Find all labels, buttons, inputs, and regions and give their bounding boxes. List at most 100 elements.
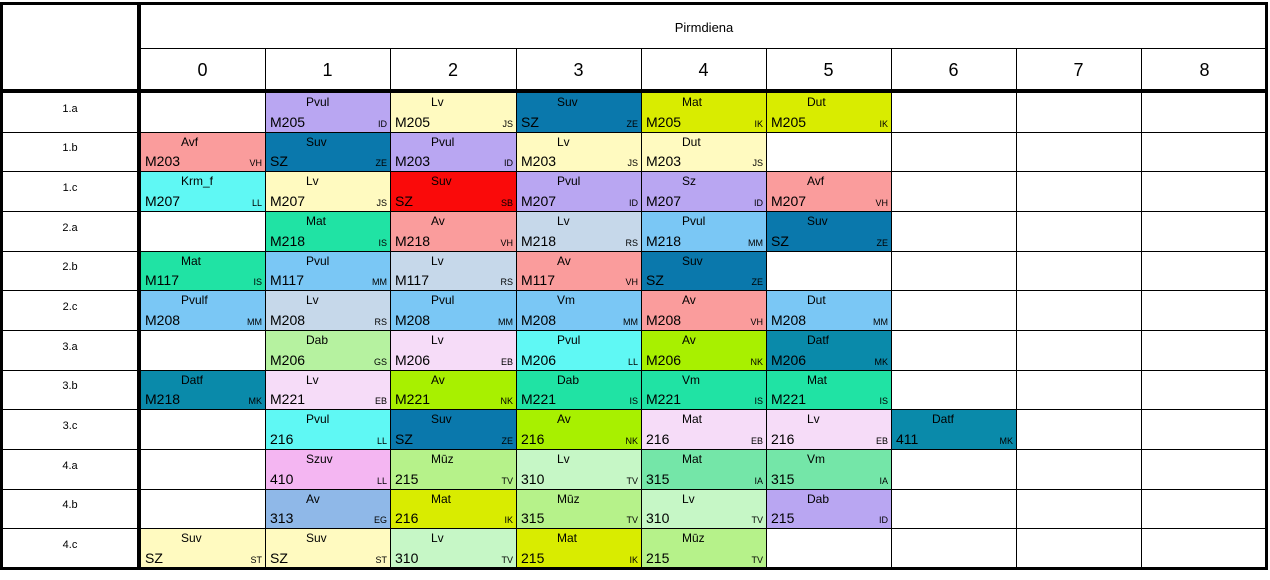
lesson-teacher: TV <box>501 555 513 565</box>
lesson-cell[interactable]: 310 Lv TV <box>517 450 641 489</box>
lesson-cell[interactable]: 410 Szuv LL <box>266 450 390 489</box>
lesson-cell[interactable]: M221 Vm IS <box>642 371 766 409</box>
lesson-cell[interactable]: SZ Suv ST <box>141 529 265 568</box>
lesson-teacher: MK <box>999 436 1014 446</box>
lesson-cell[interactable]: M218 Mat IS <box>266 212 390 251</box>
lesson-cell[interactable]: M205 Mat IK <box>642 93 766 132</box>
lesson-room: M218 <box>145 391 181 407</box>
lesson-cell[interactable]: 310 Lv TV <box>642 490 766 528</box>
lesson-subject: Lv <box>306 373 319 387</box>
lesson-teacher: JS <box>376 198 387 208</box>
lesson-cell[interactable]: M117 Mat IS <box>141 252 265 290</box>
lesson-cell[interactable]: M221 Av NK <box>391 371 516 409</box>
lesson-cell[interactable]: SZ Suv ST <box>266 529 390 568</box>
lesson-cell[interactable]: 313 Av EG <box>266 490 390 528</box>
lesson-teacher: IA <box>879 476 888 486</box>
lesson-cell[interactable]: SZ Suv ZE <box>767 212 891 251</box>
lesson-teacher: TV <box>626 476 638 486</box>
lesson-cell[interactable]: 411 Datf MK <box>892 410 1016 449</box>
lesson-teacher: LL <box>376 476 387 486</box>
lesson-cell[interactable]: M218 Av VH <box>391 212 516 251</box>
lesson-teacher: TV <box>626 515 638 525</box>
lesson-cell[interactable]: M208 Pvulf MM <box>141 291 265 330</box>
lesson-subject: Dab <box>807 492 830 506</box>
lesson-cell[interactable]: M218 Pvul MM <box>642 212 766 251</box>
lesson-cell[interactable]: M206 Av NK <box>642 331 766 370</box>
lesson-cell[interactable]: M205 Pvul ID <box>266 93 390 132</box>
lesson-cell[interactable]: M206 Datf MK <box>767 331 891 370</box>
lesson-cell[interactable]: M218 Datf MK <box>141 371 265 409</box>
lesson-cell[interactable]: M203 Pvul ID <box>391 133 516 171</box>
period-header-2: 2 <box>447 60 458 80</box>
lesson-cell[interactable]: M207 Pvul ID <box>517 172 641 211</box>
lesson-cell[interactable]: M207 Avf VH <box>767 172 891 211</box>
lesson-cell[interactable]: 215 Mūz TV <box>391 450 516 489</box>
lesson-cell[interactable]: M207 Krm_f LL <box>141 172 265 211</box>
lesson-cell[interactable]: M203 Lv JS <box>517 133 641 171</box>
row-divider <box>0 370 1268 371</box>
lesson-subject: Mat <box>181 254 202 268</box>
lesson-room: M207 <box>521 193 557 209</box>
lesson-cell[interactable]: 315 Vm IA <box>767 450 891 489</box>
lesson-cell[interactable]: M208 Vm MM <box>517 291 641 330</box>
lesson-room: SZ <box>771 233 789 249</box>
lesson-cell[interactable]: 315 Mat IA <box>642 450 766 489</box>
lesson-room: M218 <box>521 233 557 249</box>
lesson-cell[interactable]: M117 Av VH <box>517 252 641 290</box>
lesson-subject: Krm_f <box>181 174 214 188</box>
lesson-room: 411 <box>896 431 919 447</box>
lesson-cell[interactable]: 216 Mat EB <box>642 410 766 449</box>
lesson-subject: Pvul <box>682 214 706 228</box>
lesson-cell[interactable]: M206 Dab GS <box>266 331 390 370</box>
row-divider <box>0 171 1268 172</box>
lesson-room: M205 <box>270 114 306 130</box>
lesson-cell[interactable]: SZ Suv ZE <box>266 133 390 171</box>
lesson-cell[interactable]: M207 Lv JS <box>266 172 390 211</box>
lesson-cell[interactable]: 215 Mat IK <box>517 529 641 568</box>
lesson-room: SZ <box>395 193 413 209</box>
lesson-cell[interactable]: M206 Pvul LL <box>517 331 641 370</box>
lesson-cell[interactable]: SZ Suv ZE <box>517 93 641 132</box>
lesson-cell[interactable]: 310 Lv TV <box>391 529 516 568</box>
lesson-room: M221 <box>521 391 557 407</box>
lesson-cell[interactable]: 216 Av NK <box>517 410 641 449</box>
lesson-room: M206 <box>521 352 557 368</box>
lesson-cell[interactable]: M203 Avf VH <box>141 133 265 171</box>
lesson-cell[interactable]: 216 Pvul LL <box>266 410 390 449</box>
lesson-cell[interactable]: M208 Lv RS <box>266 291 390 330</box>
table-border-top <box>0 2 1268 5</box>
lesson-cell[interactable]: M218 Lv RS <box>517 212 641 251</box>
lesson-cell[interactable]: 216 Lv EB <box>767 410 891 449</box>
lesson-cell[interactable]: M205 Dut IK <box>767 93 891 132</box>
lesson-room: M117 <box>145 272 179 288</box>
lesson-cell[interactable]: M221 Mat IS <box>767 371 891 409</box>
lesson-teacher: ID <box>629 198 638 208</box>
lesson-cell[interactable]: 215 Dab ID <box>767 490 891 528</box>
lesson-cell[interactable]: SZ Suv ZE <box>642 252 766 290</box>
lesson-cell[interactable]: M221 Dab IS <box>517 371 641 409</box>
row-divider <box>0 290 1268 291</box>
lesson-cell[interactable]: M206 Lv EB <box>391 331 516 370</box>
lesson-cell[interactable]: M203 Dut JS <box>642 133 766 171</box>
lesson-teacher: ST <box>375 555 387 565</box>
lesson-cell[interactable]: M205 Lv JS <box>391 93 516 132</box>
lesson-cell[interactable]: M117 Pvul MM <box>266 252 390 290</box>
lesson-cell[interactable]: 315 Mūz TV <box>517 490 641 528</box>
lesson-cell[interactable]: SZ Suv ZE <box>391 410 516 449</box>
lesson-teacher: IS <box>754 396 763 406</box>
lesson-cell[interactable]: 215 Mūz TV <box>642 529 766 568</box>
lesson-cell[interactable]: M117 Lv RS <box>391 252 516 290</box>
lesson-teacher: IK <box>504 515 513 525</box>
lesson-cell[interactable]: 216 Mat IK <box>391 490 516 528</box>
day-header-divider <box>140 48 1268 49</box>
lesson-cell[interactable]: M207 Sz ID <box>642 172 766 211</box>
lesson-cell[interactable]: M208 Dut MM <box>767 291 891 330</box>
lesson-teacher: MM <box>748 238 763 248</box>
lesson-cell[interactable]: M208 Av VH <box>642 291 766 330</box>
lesson-teacher: MM <box>372 277 387 287</box>
lesson-subject: Mat <box>557 531 578 545</box>
period-divider <box>265 48 266 568</box>
lesson-cell[interactable]: M208 Pvul MM <box>391 291 516 330</box>
lesson-cell[interactable]: M221 Lv EB <box>266 371 390 409</box>
lesson-cell[interactable]: SZ Suv SB <box>391 172 516 211</box>
